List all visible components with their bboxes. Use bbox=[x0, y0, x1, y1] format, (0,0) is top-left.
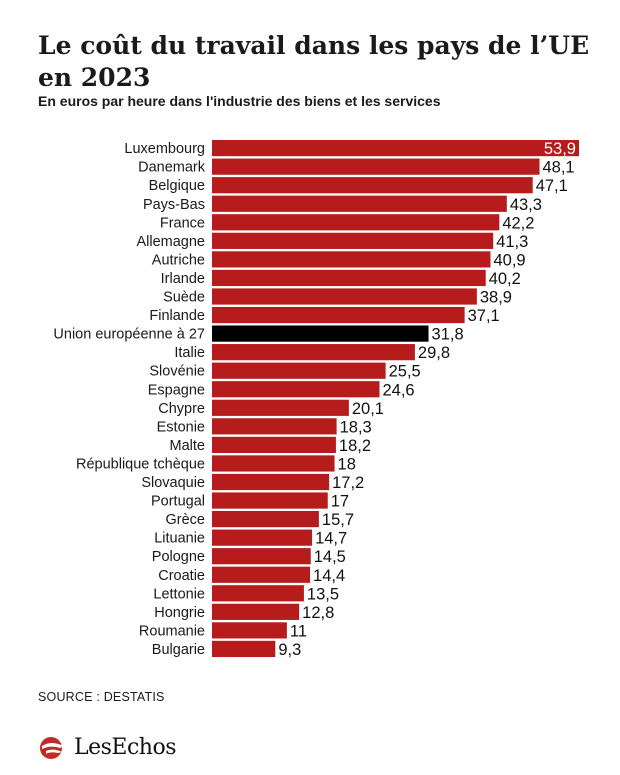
bar bbox=[212, 529, 313, 546]
bar-chart: Luxembourg 53,9 Danemark 48,1 Belgique 47,1 Pa… bbox=[53, 140, 579, 659]
les-echos-logo: LesEchos bbox=[38, 734, 177, 760]
category-label: Pays-Bas bbox=[143, 197, 205, 213]
category-label: France bbox=[160, 215, 205, 231]
category-label: Finlande bbox=[149, 308, 205, 324]
category-label: Allemagne bbox=[136, 234, 205, 250]
bar bbox=[212, 177, 533, 194]
category-label: Suède bbox=[163, 290, 205, 306]
category-label: Autriche bbox=[152, 252, 205, 268]
bar bbox=[212, 566, 311, 583]
bar bbox=[212, 195, 507, 212]
category-label: Chypre bbox=[158, 401, 205, 417]
bar bbox=[212, 399, 349, 416]
bar bbox=[212, 362, 386, 379]
bar bbox=[212, 381, 380, 398]
category-label: Irlande bbox=[161, 271, 205, 287]
chart-subtitle: En euros par heure dans l'industrie des … bbox=[38, 93, 441, 109]
value-label: 14,4 bbox=[313, 567, 345, 585]
value-label: 17 bbox=[331, 493, 349, 511]
value-label: 43,3 bbox=[510, 196, 542, 214]
value-label: 18,3 bbox=[340, 418, 372, 436]
value-label: 24,6 bbox=[382, 381, 414, 399]
bar bbox=[212, 306, 465, 324]
bar bbox=[212, 585, 304, 602]
bar bbox=[212, 492, 328, 509]
bar bbox=[212, 140, 579, 157]
bar bbox=[212, 603, 300, 620]
value-label: 25,5 bbox=[389, 363, 421, 381]
value-label: 20,1 bbox=[352, 400, 384, 418]
category-label: Slovaquie bbox=[141, 475, 205, 491]
bar bbox=[212, 288, 477, 305]
category-label: Bulgarie bbox=[152, 642, 205, 658]
category-label: République tchèque bbox=[76, 456, 205, 472]
category-label: Espagne bbox=[148, 382, 205, 398]
category-label: Hongrie bbox=[154, 605, 205, 621]
value-label: 29,8 bbox=[418, 344, 450, 362]
value-label: 41,3 bbox=[496, 233, 528, 251]
category-label: Luxembourg bbox=[124, 141, 205, 157]
highlight-bar bbox=[212, 325, 429, 342]
category-label: Malte bbox=[170, 438, 205, 454]
category-label: Slovénie bbox=[149, 364, 205, 380]
category-label: Italie bbox=[174, 345, 205, 361]
value-label: 18 bbox=[338, 455, 356, 473]
source-note: SOURCE : DESTATIS bbox=[38, 690, 165, 704]
bar bbox=[212, 158, 540, 175]
value-label: 48,1 bbox=[543, 159, 575, 177]
bar bbox=[212, 344, 415, 361]
value-label: 17,2 bbox=[332, 474, 364, 492]
value-label: 14,7 bbox=[315, 530, 347, 548]
category-label: Roumanie bbox=[139, 623, 205, 639]
bar bbox=[212, 436, 336, 453]
category-label: Grèce bbox=[166, 512, 206, 528]
bar bbox=[212, 622, 287, 639]
bar bbox=[212, 548, 311, 565]
category-label: Lettonie bbox=[153, 586, 205, 602]
category-label: Lituanie bbox=[154, 531, 205, 547]
bar bbox=[212, 640, 276, 658]
value-label: 40,2 bbox=[489, 270, 521, 288]
bar bbox=[212, 214, 500, 231]
value-label: 42,2 bbox=[502, 214, 534, 232]
chart-title: Le coût du travail dans les pays de l’UE… bbox=[38, 31, 590, 92]
category-label: Danemark bbox=[138, 160, 206, 176]
bar bbox=[212, 455, 335, 472]
category-label: Portugal bbox=[151, 494, 205, 510]
bar bbox=[212, 269, 486, 287]
bar bbox=[212, 473, 330, 491]
value-label: 37,1 bbox=[468, 307, 500, 325]
rooster-icon bbox=[40, 737, 64, 759]
category-label: Union européenne à 27 bbox=[53, 327, 205, 343]
value-label: 11 bbox=[290, 622, 307, 640]
bar bbox=[212, 418, 337, 435]
value-label: 12,8 bbox=[302, 604, 334, 622]
value-label: 40,9 bbox=[493, 251, 525, 269]
value-label: 18,2 bbox=[339, 437, 371, 455]
logo-text: LesEchos bbox=[74, 734, 177, 760]
category-label: Croatie bbox=[158, 568, 205, 584]
value-label: 13,5 bbox=[307, 585, 339, 603]
bar bbox=[212, 511, 319, 528]
value-label: 9,3 bbox=[278, 641, 301, 659]
category-label: Estonie bbox=[157, 419, 205, 435]
category-label: Pologne bbox=[152, 549, 205, 565]
value-label: 15,7 bbox=[322, 511, 354, 529]
category-label: Belgique bbox=[149, 178, 205, 194]
value-label: 47,1 bbox=[536, 177, 568, 195]
value-label: 14,5 bbox=[314, 548, 346, 566]
value-label: 53,9 bbox=[544, 140, 576, 158]
bar bbox=[212, 251, 491, 268]
value-label: 38,9 bbox=[480, 289, 512, 307]
bar bbox=[212, 232, 494, 249]
value-label: 31,8 bbox=[432, 326, 464, 344]
